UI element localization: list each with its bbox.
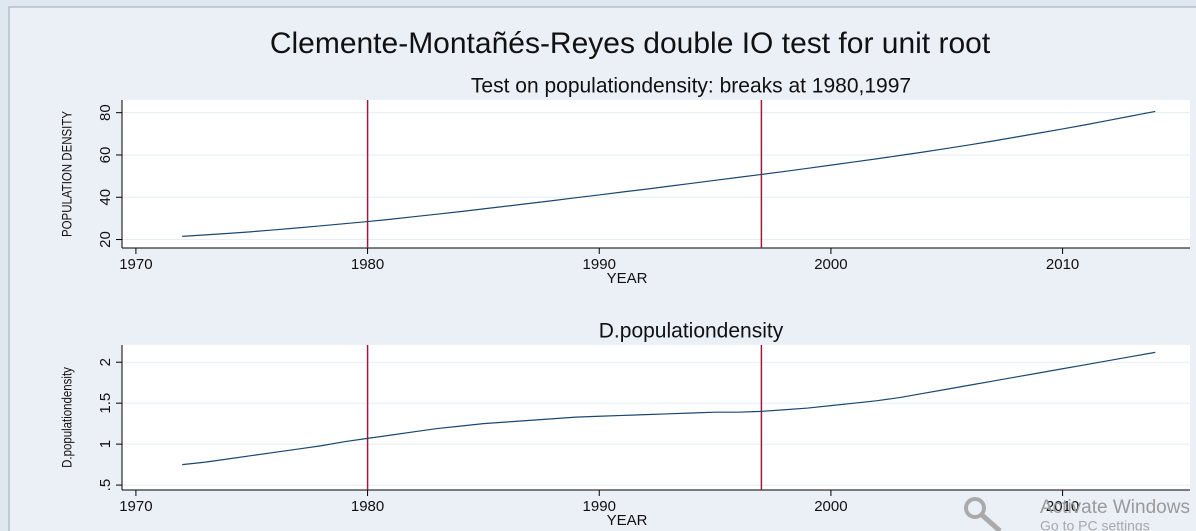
main-title: Clemente-Montañés-Reyes double IO test f… [270,27,991,60]
x-tick-label: 1970 [119,256,152,273]
key-icon [980,513,1002,531]
y-axis-label: D.populationdensity [59,367,75,468]
x-tick-label: 2010 [1046,256,1079,273]
y-tick-label: 80 [97,104,114,121]
y-tick-label: 40 [97,189,114,206]
data-line [182,351,1156,466]
x-tick-label: 2000 [814,256,847,273]
x-tick-label: 1980 [351,256,384,273]
y-axis-label: POPULATION DENSITY [59,111,75,237]
plot-area [122,100,1190,248]
y-tick-label: .5 [97,479,114,492]
key-icon [964,497,986,519]
x-tick-label: 1980 [351,498,384,515]
chart-title: Test on populationdensity: breaks at 198… [471,75,911,98]
watermark-text: Go to PC settings [1040,518,1150,531]
y-tick-label: 1.5 [97,393,114,414]
watermark-text: Activate Windows [1040,497,1190,518]
y-tick-label: 2 [97,358,114,366]
y-tick-label: 20 [97,231,114,248]
plot-area [122,345,1190,490]
chart-title: D.populationdensity [599,320,784,343]
data-line [182,110,1156,237]
x-axis-label: YEAR [607,512,648,529]
x-tick-label: 2010 [1046,498,1079,515]
x-tick-label: 1990 [583,256,616,273]
x-tick-label: 1990 [583,498,616,515]
y-tick-label: 1 [97,440,114,448]
watermark: Activate Windows Go to PC settings [964,497,1190,531]
y-tick-label: 60 [97,147,114,164]
x-axis-label: YEAR [607,270,648,287]
x-tick-label: 2000 [814,498,847,515]
x-tick-label: 1970 [119,498,152,515]
